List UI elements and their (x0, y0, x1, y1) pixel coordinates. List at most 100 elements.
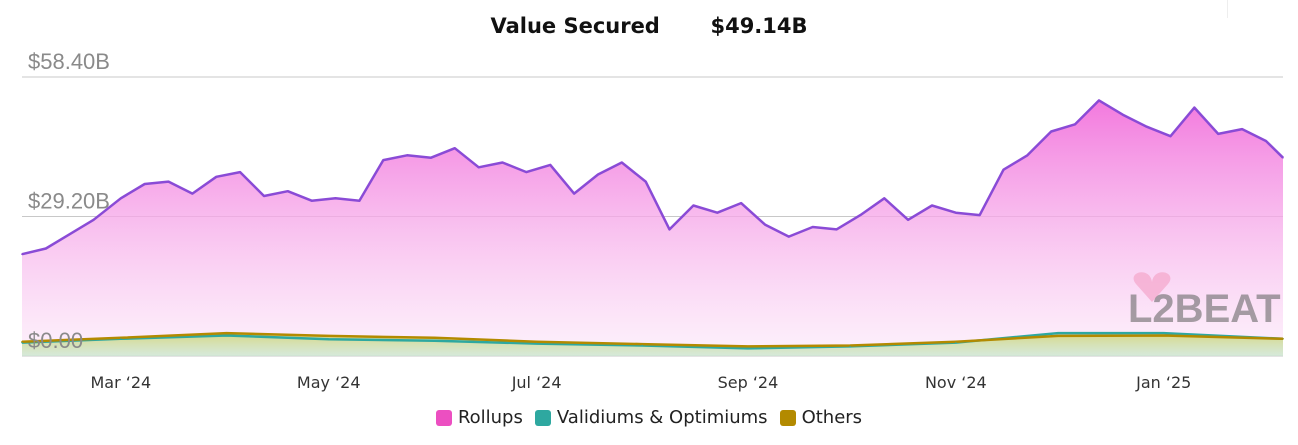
legend-swatch (435, 409, 452, 426)
data-point (1282, 338, 1284, 340)
x-tick-label: Mar ‘24 (90, 373, 151, 392)
x-tick-label: Jan ‘25 (1135, 373, 1191, 392)
x-tick-label: May ‘24 (297, 373, 361, 392)
data-point (549, 164, 552, 166)
legend-label: Others (801, 407, 863, 428)
data-point (92, 219, 95, 221)
legend-item[interactable]: Others (779, 407, 863, 428)
y-tick-label: $58.40B (28, 49, 110, 74)
x-tick-label: Sep ‘24 (718, 373, 779, 392)
series-line (21, 99, 1284, 256)
data-point (1193, 106, 1196, 109)
data-point (716, 211, 719, 214)
data-point (747, 345, 749, 348)
heart-icon (1133, 272, 1171, 302)
data-point (1122, 113, 1124, 116)
data-point (1162, 332, 1165, 334)
data-point (859, 214, 862, 216)
legend-swatch (779, 409, 796, 426)
y-axis-labels: $58.40B $29.20B $0.00 (28, 49, 110, 353)
data-point (21, 253, 23, 255)
data-point (978, 214, 981, 216)
data-point (1057, 332, 1059, 334)
data-point (573, 192, 575, 195)
legend-label: Validiums & Optimiums (556, 407, 768, 428)
data-point (327, 335, 330, 337)
data-point (907, 219, 909, 221)
data-point (334, 197, 337, 200)
data-point (263, 195, 265, 197)
corner-panel (1227, 0, 1298, 18)
data-point (239, 171, 241, 173)
data-point (764, 223, 766, 226)
data-point (1057, 335, 1059, 337)
data-point (225, 332, 228, 334)
data-point (1217, 133, 1219, 135)
x-axis-labels: Mar ‘24 May ‘24 Jul ‘24 Sep ‘24 Nov ‘24 Jan ‘… (90, 373, 1191, 392)
data-point (433, 337, 436, 339)
data-point (406, 154, 408, 157)
legend-item[interactable]: Rollups (435, 407, 523, 428)
series-areas (22, 100, 1283, 357)
data-point (955, 211, 957, 214)
data-point (1074, 123, 1076, 126)
data-point (692, 204, 695, 207)
data-point (327, 338, 330, 341)
data-point (120, 197, 122, 200)
data-point (191, 192, 194, 195)
data-point (535, 340, 538, 343)
value-secured-chart[interactable]: $58.40B $29.20B $0.00 Mar ‘24 May ‘24 Jul ‘2… (0, 0, 1298, 400)
chart-legend: Rollups Validiums & Optimiums Others (0, 407, 1298, 431)
data-point (740, 202, 742, 204)
data-point (45, 247, 47, 250)
data-point (811, 226, 814, 228)
data-point (68, 233, 71, 235)
data-point (430, 156, 432, 159)
data-point (287, 190, 289, 192)
data-point (931, 204, 933, 207)
data-point (1098, 99, 1100, 102)
data-point (1162, 334, 1165, 337)
data-point (1241, 128, 1243, 130)
data-point (597, 173, 599, 176)
y-tick-label: $0.00 (28, 328, 83, 353)
data-point (535, 342, 538, 345)
data-point (1002, 168, 1005, 171)
data-point (849, 344, 851, 347)
data-point (955, 340, 957, 343)
data-point (644, 180, 647, 183)
data-point (358, 199, 361, 202)
data-point (1265, 140, 1267, 142)
data-point (835, 228, 838, 231)
data-point (477, 166, 480, 169)
x-tick-label: Nov ‘24 (925, 373, 987, 392)
data-point (641, 343, 644, 345)
data-point (215, 176, 218, 178)
data-point (225, 334, 228, 337)
data-point (621, 161, 623, 164)
data-point (454, 147, 456, 149)
data-point (120, 337, 122, 339)
chart-header: Value Secured $49.14B (0, 14, 1298, 38)
data-point (21, 340, 23, 343)
data-point (1050, 130, 1052, 133)
legend-item[interactable]: Validiums & Optimiums (534, 407, 768, 428)
chart-total-value: $49.14B (710, 14, 808, 38)
data-point (310, 199, 313, 202)
data-point (641, 344, 644, 347)
data-point (525, 171, 528, 173)
data-point (1282, 156, 1284, 159)
legend-label: Rollups (457, 407, 523, 428)
chart-title: Value Secured (490, 14, 660, 38)
data-point (433, 339, 436, 342)
data-point (668, 228, 671, 231)
data-point (167, 180, 170, 183)
data-point (747, 347, 749, 350)
data-point (382, 159, 385, 161)
legend-swatch (534, 409, 551, 426)
watermark-text: L2BEAT (1128, 287, 1281, 331)
data-point (501, 161, 504, 164)
data-point (1026, 154, 1029, 157)
data-point (143, 183, 146, 185)
data-point (1169, 135, 1172, 137)
